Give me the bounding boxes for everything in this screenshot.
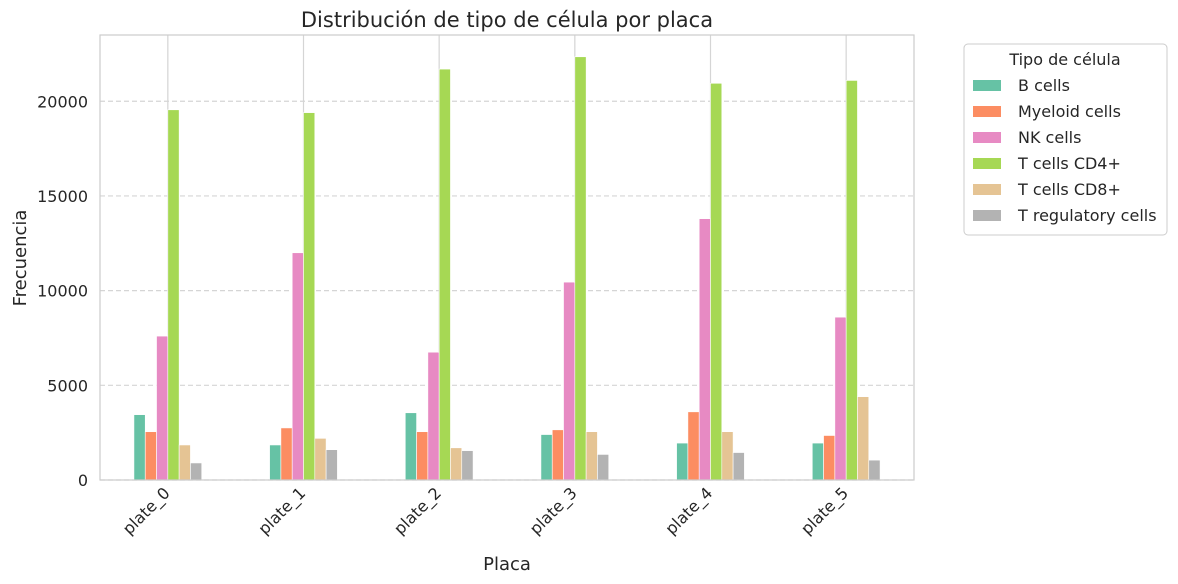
bar (190, 462, 203, 481)
legend-label: T cells CD8+ (1017, 180, 1121, 199)
bar (710, 82, 723, 481)
legend-title: Tipo de célula (1008, 50, 1120, 69)
bar (721, 431, 734, 481)
legend-box (963, 43, 1168, 236)
y-axis-ticks: 0 5000 10000 15000 20000 (37, 92, 88, 490)
x-tick-label: plate_0 (119, 483, 175, 539)
bar (811, 442, 824, 481)
legend-swatch (973, 132, 1001, 143)
x-tick-label: plate_3 (526, 483, 582, 539)
bar (845, 80, 858, 481)
legend-swatch (973, 210, 1001, 221)
bar (823, 435, 836, 481)
y-tick-label: 15000 (37, 187, 88, 206)
legend-swatch (973, 80, 1001, 91)
x-axis-label: Placa (483, 554, 531, 575)
bar (325, 449, 338, 481)
bar (551, 429, 564, 481)
legend-label: T cells CD4+ (1017, 154, 1121, 173)
bar (438, 68, 451, 481)
bar (156, 335, 169, 481)
legend: Tipo de célula B cells Myeloid cells NK ce… (963, 43, 1168, 236)
bar (698, 218, 711, 481)
x-tick-label: plate_1 (254, 483, 310, 539)
bar (597, 454, 610, 481)
legend-label: Myeloid cells (1018, 102, 1121, 121)
bar (868, 459, 881, 481)
legend-label: T regulatory cells (1017, 206, 1157, 225)
bar (857, 396, 870, 481)
legend-label: B cells (1018, 76, 1070, 95)
y-tick-label: 5000 (47, 376, 88, 395)
bar (676, 442, 689, 481)
bar (450, 447, 463, 481)
bar (303, 112, 316, 481)
bar (178, 444, 191, 481)
chart-title: Distribución de tipo de célula por placa (301, 8, 713, 32)
bar (167, 109, 180, 481)
bar (563, 281, 576, 481)
bar (404, 412, 417, 481)
x-tick-label: plate_2 (390, 483, 446, 539)
bar (133, 414, 146, 481)
y-tick-label: 0 (78, 471, 88, 490)
bar (144, 431, 157, 481)
bar (427, 351, 440, 481)
bar (416, 431, 429, 481)
bar (834, 316, 847, 481)
bar (732, 452, 745, 481)
bars (133, 56, 881, 481)
x-tick-label: plate_5 (797, 483, 853, 539)
bar (461, 450, 474, 481)
y-tick-label: 20000 (37, 92, 88, 111)
grid (100, 35, 914, 481)
y-tick-label: 10000 (37, 282, 88, 301)
bar (314, 438, 327, 481)
y-axis-label: Frecuencia (10, 210, 31, 307)
bar (687, 411, 700, 481)
bar (280, 427, 293, 481)
bar (291, 252, 304, 481)
legend-swatch (973, 106, 1001, 117)
legend-label: NK cells (1018, 128, 1081, 147)
bar (585, 431, 598, 481)
x-tick-label: plate_4 (661, 483, 717, 539)
legend-swatch (973, 184, 1001, 195)
legend-swatch (973, 158, 1001, 169)
plot-frame (99, 34, 915, 481)
bar (269, 444, 282, 481)
bar (574, 56, 587, 481)
x-axis-ticks: plate_0 plate_1 plate_2 plate_3 plate_4 plate… (119, 483, 853, 539)
bar (540, 434, 553, 481)
